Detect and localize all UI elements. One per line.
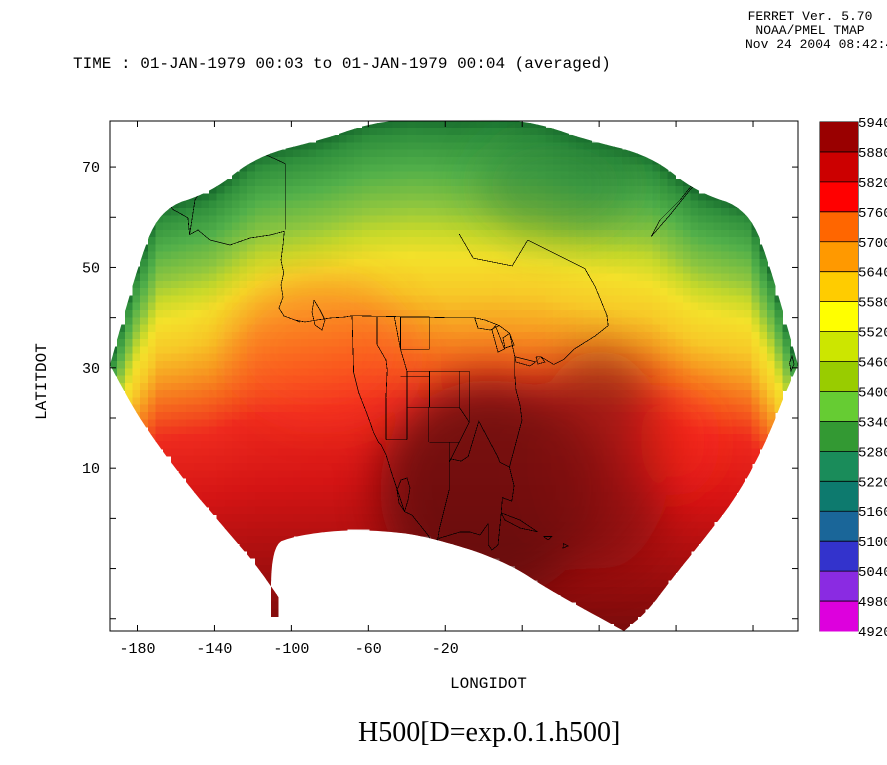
svg-text:5400: 5400 bbox=[858, 385, 887, 401]
svg-text:5520: 5520 bbox=[858, 326, 887, 342]
svg-text:5760: 5760 bbox=[858, 206, 887, 222]
svg-text:5100: 5100 bbox=[858, 535, 887, 551]
svg-text:50: 50 bbox=[82, 260, 100, 277]
svg-text:30: 30 bbox=[82, 361, 100, 378]
svg-text:-100: -100 bbox=[273, 641, 309, 658]
svg-text:-20: -20 bbox=[432, 641, 459, 658]
svg-text:-180: -180 bbox=[119, 641, 155, 658]
svg-text:5460: 5460 bbox=[858, 356, 887, 372]
svg-text:10: 10 bbox=[82, 461, 100, 478]
svg-text:5640: 5640 bbox=[858, 266, 887, 282]
svg-text:5340: 5340 bbox=[858, 415, 887, 431]
svg-text:5280: 5280 bbox=[858, 445, 887, 461]
svg-text:-60: -60 bbox=[355, 641, 382, 658]
svg-text:70: 70 bbox=[82, 160, 100, 177]
svg-text:5880: 5880 bbox=[858, 146, 887, 162]
svg-text:5220: 5220 bbox=[858, 475, 887, 491]
svg-text:4980: 4980 bbox=[858, 595, 887, 611]
svg-text:5700: 5700 bbox=[858, 236, 887, 252]
svg-text:5820: 5820 bbox=[858, 176, 887, 192]
svg-text:5040: 5040 bbox=[858, 565, 887, 581]
svg-text:5580: 5580 bbox=[858, 296, 887, 312]
svg-text:-140: -140 bbox=[196, 641, 232, 658]
svg-text:5160: 5160 bbox=[858, 505, 887, 521]
svg-text:4920: 4920 bbox=[858, 625, 887, 641]
svg-text:5940: 5940 bbox=[858, 116, 887, 132]
